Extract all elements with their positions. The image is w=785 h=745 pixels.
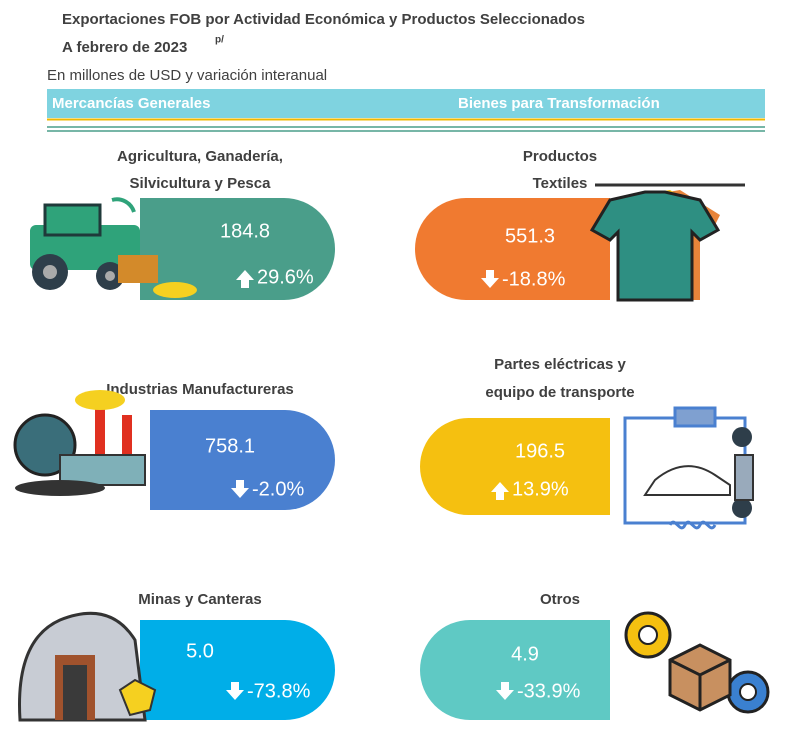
card-change: -73.8% [247,680,311,702]
card-title: Textiles [533,175,588,192]
subtitle: En millones de USD y variación interanua… [47,67,327,84]
card-change: -18.8% [502,268,566,290]
cards: Agricultura, Ganadería, Silvicultura y Pe… [106,148,635,720]
arrow-down [481,270,499,288]
card-value: 551.3 [505,225,555,247]
card-value: 184.8 [220,220,270,242]
card-pill [415,198,610,300]
arrow-up [236,270,254,288]
factory-icon [13,390,146,496]
card-title: Minas y Canteras [138,591,261,608]
card-pill [420,417,610,515]
circuit-icon [623,406,754,530]
title: Exportaciones FOB por Actividad Económic… [62,11,585,28]
card-change: 13.9% [512,478,569,500]
card-title: Productos [523,148,597,165]
arrow-down [231,480,249,498]
title-line2: A febrero de 2023 [62,39,187,56]
icons [13,183,770,722]
card-pill [150,410,335,510]
card-title: Partes eléctricas y [494,356,626,373]
card-value: 758.1 [205,435,255,457]
arrow-up [491,482,509,500]
card-pill [140,620,335,720]
card-value: 196.5 [515,440,565,462]
card-change: 29.6% [257,266,314,288]
card-title: equipo de transporte [485,384,634,401]
gears-icon [624,611,770,714]
superscript: p/ [215,35,224,46]
arrow-down [226,682,244,700]
section-label: Mercancías Generales [52,95,210,112]
card-value: 4.9 [511,643,539,665]
mine-icon [18,611,157,722]
card-change: -2.0% [252,478,304,500]
section-bar [47,89,765,118]
card-pill [140,198,335,300]
card-title: Agricultura, Ganadería, [117,148,283,165]
arrow-down [496,682,514,700]
card-pill [420,620,610,720]
section-label: Bienes para Transformación [458,95,660,112]
card-title: Industrias Manufactureras [106,381,294,398]
card-title: Otros [540,591,580,608]
card-title: Silvicultura y Pesca [130,175,272,192]
tractor-icon [30,197,197,298]
card-value: 5.0 [186,640,214,662]
shirt-icon [589,183,745,302]
card-change: -33.9% [517,680,581,702]
